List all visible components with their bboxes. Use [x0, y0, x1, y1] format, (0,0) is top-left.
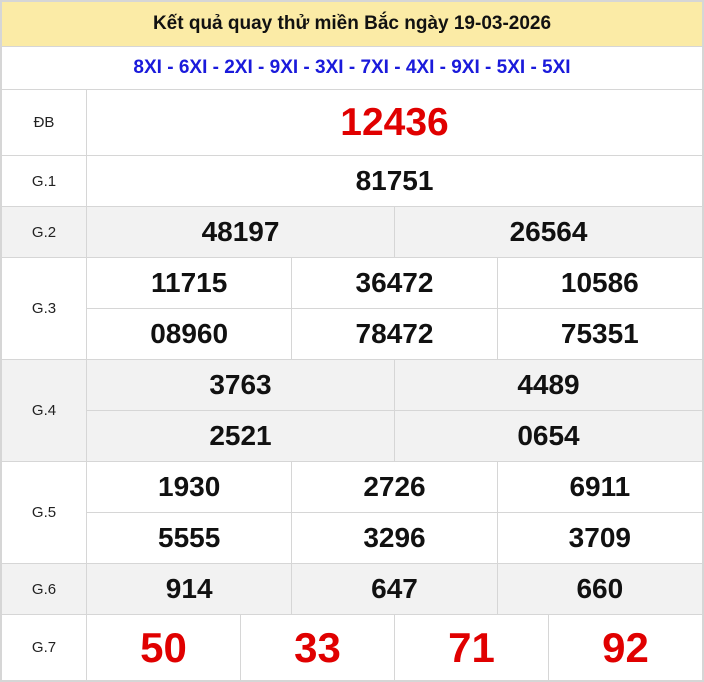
prize-number: 75351 [560, 318, 639, 349]
special-prize-number: 12436 [340, 100, 449, 144]
prize-number: 78472 [292, 309, 498, 359]
prize-number: 33 [241, 615, 395, 680]
prize-label: G.2 [2, 207, 87, 257]
prize-row-g4: G.4 3763 4489 2521 0654 [2, 360, 702, 462]
prize-row-g2: G.2 48197 26564 [2, 207, 702, 258]
prize-number: 1930 [87, 462, 293, 512]
prize-label: G.6 [2, 564, 87, 614]
table-title: Kết quả quay thử miền Bắc ngày 19-03-202… [2, 2, 702, 47]
prize-number: 2726 [292, 462, 498, 512]
prize-number: 11715 [87, 258, 293, 308]
prize-number: 3296 [292, 513, 498, 563]
prize-label: ĐB [2, 90, 87, 155]
prize-number: 647 [292, 564, 498, 614]
prize-label: G.3 [2, 258, 87, 359]
prize-row-g6: G.6 914 647 660 [2, 564, 702, 615]
prize-number: 6911 [569, 471, 631, 502]
prize-number: 4489 [517, 369, 580, 400]
prize-number: 10586 [560, 267, 639, 298]
prize-number: 81751 [355, 165, 434, 196]
prize-label: G.7 [2, 615, 87, 680]
prize-label: G.1 [2, 156, 87, 206]
prize-number: 914 [87, 564, 293, 614]
prize-label: G.4 [2, 360, 87, 461]
prize-number: 5555 [87, 513, 293, 563]
draw-codes: 8XI - 6XI - 2XI - 9XI - 3XI - 7XI - 4XI … [2, 47, 702, 90]
prize-number: 3763 [87, 360, 395, 410]
prize-row-g1: G.1 81751 [2, 156, 702, 207]
prize-number: 36472 [292, 258, 498, 308]
prize-number: 48197 [87, 207, 395, 257]
prize-label: G.5 [2, 462, 87, 563]
prize-row-g5: G.5 1930 2726 6911 5555 3296 3709 [2, 462, 702, 564]
prize-row-db: ĐB 12436 [2, 90, 702, 156]
prize-number: 660 [576, 573, 624, 604]
prize-number: 2521 [87, 411, 395, 461]
prize-row-g3: G.3 11715 36472 10586 08960 78472 75351 [2, 258, 702, 360]
prize-number: 50 [87, 615, 241, 680]
prize-number: 26564 [509, 216, 588, 247]
prize-number: 3709 [568, 522, 631, 553]
prize-number: 08960 [87, 309, 293, 359]
prize-number: 0654 [517, 420, 580, 451]
prize-number: 92 [602, 623, 649, 671]
prize-row-g7: G.7 50 33 71 92 [2, 615, 702, 680]
prize-number: 71 [395, 615, 549, 680]
